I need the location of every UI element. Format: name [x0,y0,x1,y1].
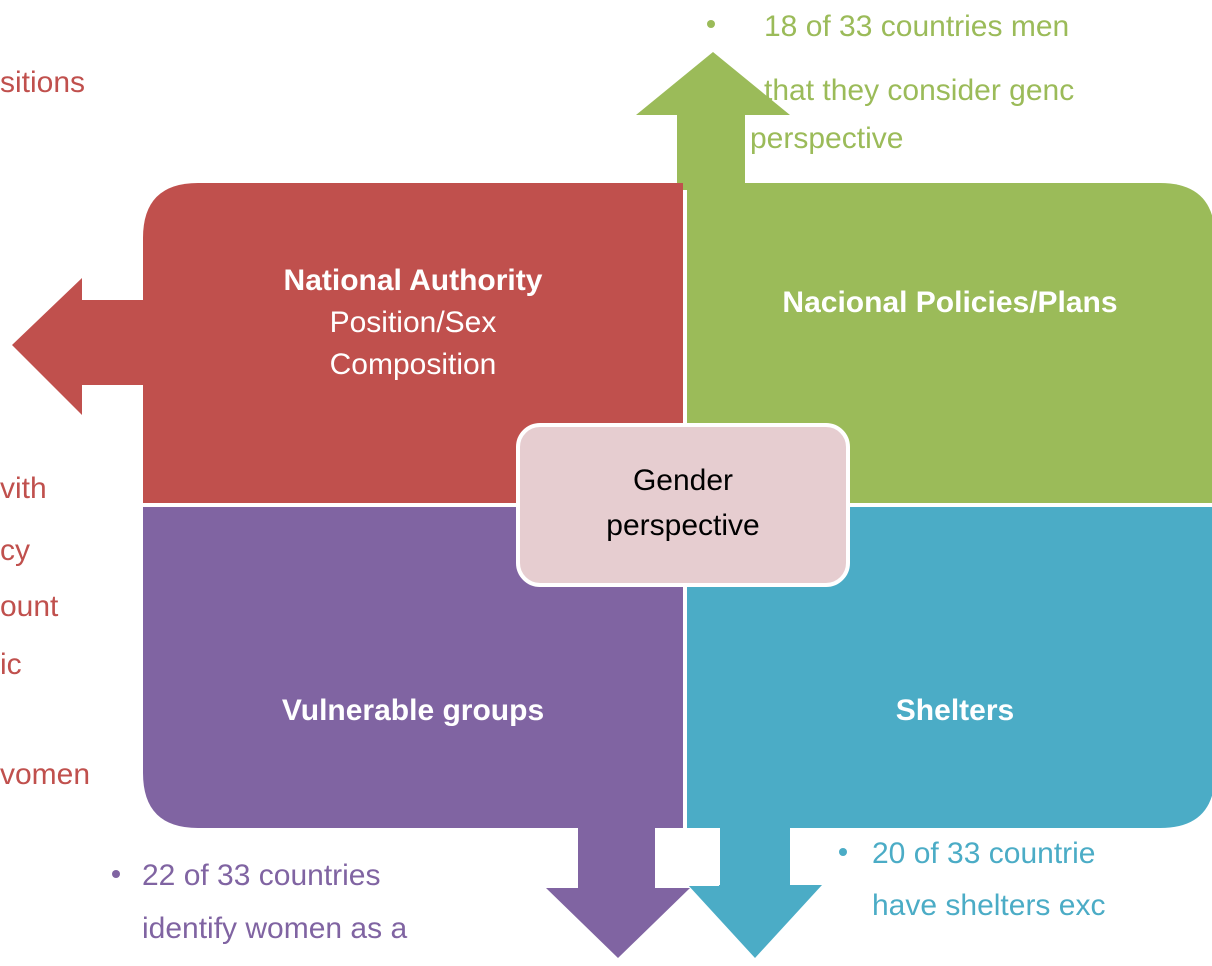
center-text: Gender [633,464,733,497]
bullet [707,20,715,28]
note-text: 18 of 33 countries men [764,10,1069,43]
arrow-left [12,278,175,415]
note-text: identify women as a [142,912,407,945]
note-text: sitions [0,66,85,99]
bullet [839,848,847,856]
quadrant-title: National Authority [284,264,543,297]
arrow-up [636,52,790,190]
note-text: vomen [0,758,90,791]
arrow-down-purple [546,820,690,958]
quadrant-title: Nacional Policies/Plans [782,286,1117,319]
quadrant-title: Shelters [896,694,1014,727]
quadrant-title: Vulnerable groups [282,694,544,727]
note-text: that they consider genc [764,74,1074,107]
note-text: have shelters exc [872,889,1105,922]
quadrant-teal [687,507,1212,828]
quadrant-text: Composition [330,348,497,381]
center-box [516,423,850,587]
quadrant-text: Position/Sex [330,306,497,339]
note-text: 20 of 33 countrie [872,837,1096,870]
note-text: cy [0,534,30,567]
note-text: perspective [750,122,903,155]
arrow-down-teal [688,820,822,958]
note-text: vith [0,472,47,505]
gap [655,828,719,886]
bullet [112,870,120,878]
note-text: ount [0,590,59,623]
center-text: perspective [606,509,759,542]
note-text: ic [0,648,22,681]
quadrant-purple [143,507,683,828]
note-text: 22 of 33 countries [142,859,381,892]
